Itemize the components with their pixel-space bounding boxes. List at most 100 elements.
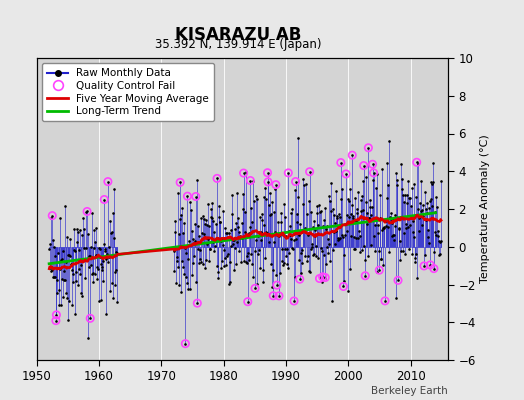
Point	[85, 252, 94, 259]
Point	[413, 275, 421, 281]
Point	[273, 232, 281, 238]
Point	[361, 272, 369, 279]
Point	[308, 241, 316, 247]
Point	[363, 210, 372, 216]
Point	[321, 274, 330, 281]
Point	[64, 252, 72, 258]
Point	[207, 214, 215, 221]
Point	[343, 228, 351, 234]
Point	[86, 315, 94, 322]
Point	[72, 278, 80, 284]
Point	[324, 250, 332, 256]
Point	[236, 232, 245, 239]
Point	[369, 177, 377, 184]
Point	[48, 212, 57, 219]
Point	[434, 228, 442, 234]
Point	[419, 213, 427, 219]
Point	[256, 265, 265, 271]
Point	[425, 240, 433, 246]
Point	[362, 199, 370, 205]
Point	[58, 256, 67, 262]
Point	[105, 254, 114, 260]
Point	[250, 248, 259, 254]
Point	[297, 270, 305, 277]
Point	[221, 225, 229, 231]
Point	[397, 161, 406, 168]
Point	[237, 258, 245, 265]
Point	[306, 268, 314, 275]
Point	[243, 260, 251, 266]
Point	[418, 222, 427, 229]
Point	[349, 213, 357, 219]
Point	[334, 236, 343, 242]
Point	[96, 261, 105, 267]
Point	[311, 227, 319, 234]
Point	[281, 246, 289, 252]
Point	[49, 237, 57, 243]
Point	[379, 262, 388, 268]
Point	[366, 204, 375, 210]
Point	[111, 269, 119, 275]
Point	[348, 152, 356, 158]
Point	[296, 221, 304, 228]
Point	[93, 276, 101, 282]
Point	[291, 178, 300, 185]
Point	[331, 228, 340, 234]
Point	[249, 178, 258, 185]
Point	[68, 279, 77, 286]
Point	[369, 170, 378, 176]
Point	[246, 177, 255, 184]
Point	[240, 258, 248, 264]
Point	[86, 315, 94, 322]
Point	[422, 216, 430, 223]
Point	[80, 226, 88, 232]
Point	[199, 231, 208, 237]
Point	[413, 161, 422, 167]
Point	[355, 249, 364, 256]
Point	[274, 231, 282, 238]
Point	[98, 264, 106, 270]
Point	[320, 252, 329, 258]
Point	[213, 269, 222, 275]
Point	[359, 162, 368, 169]
Point	[182, 274, 190, 280]
Point	[311, 233, 320, 239]
Point	[402, 192, 411, 198]
Point	[345, 198, 353, 204]
Point	[89, 270, 97, 276]
Point	[364, 252, 372, 259]
Point	[278, 245, 286, 252]
Point	[192, 278, 201, 285]
Point	[70, 310, 79, 317]
Point	[192, 193, 200, 200]
Point	[278, 262, 287, 268]
Point	[48, 267, 56, 274]
Point	[368, 161, 377, 168]
Point	[78, 292, 86, 299]
Point	[187, 207, 195, 213]
Point	[417, 208, 425, 214]
Point	[392, 295, 401, 301]
Point	[255, 232, 263, 238]
Point	[229, 237, 237, 243]
Point	[292, 210, 301, 217]
Point	[198, 230, 206, 236]
Point	[264, 179, 272, 185]
Point	[352, 218, 360, 224]
Point	[83, 334, 92, 341]
Point	[328, 180, 336, 186]
Point	[216, 238, 225, 245]
Point	[231, 245, 239, 251]
Point	[412, 251, 420, 257]
Point	[248, 261, 256, 267]
Point	[340, 278, 348, 284]
Point	[332, 188, 340, 194]
Point	[95, 246, 104, 252]
Point	[194, 246, 202, 252]
Point	[202, 217, 210, 224]
Point	[399, 230, 408, 236]
Point	[258, 211, 267, 217]
Point	[351, 195, 359, 202]
Point	[383, 195, 391, 202]
Point	[212, 263, 221, 270]
